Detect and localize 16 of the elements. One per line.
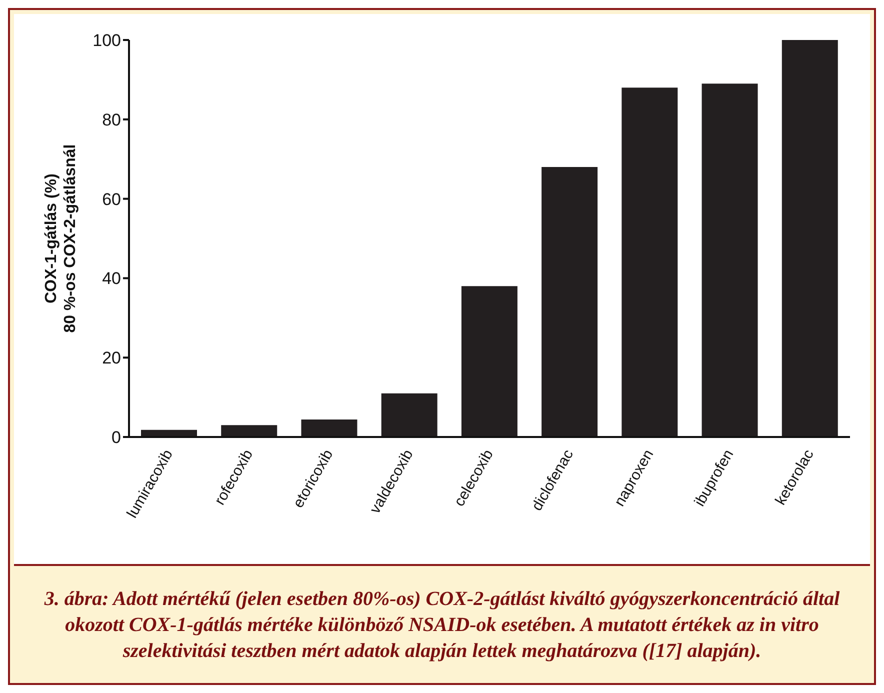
text: 3. ábra: Adott mértékű (jelen esetben 80%-os) COX-2-gátlást kiváltó gyógyszerkoncentráció által okozott COX-1-gátlás mértéke különböző NSAID-ok esetében. A mutatott értékek az in vitro szelektivitási tesztben mért adatok alapján lettek meghatározva ([17] alapján). <box>43 586 841 664</box>
y-tick-label: 80 <box>102 110 121 130</box>
y-tick-label: 20 <box>102 348 121 368</box>
y-tick-label: 40 <box>102 269 121 288</box>
y-tick-label: 100 <box>92 31 121 50</box>
bar <box>622 88 678 437</box>
bar <box>221 425 278 437</box>
bar <box>782 40 838 437</box>
y-tick-label: 60 <box>102 190 121 209</box>
bar <box>542 167 598 437</box>
bar <box>381 393 438 437</box>
bar <box>461 286 518 437</box>
y-tick-label: 0 <box>112 428 121 448</box>
bar <box>702 84 758 437</box>
bar <box>301 420 358 437</box>
y-axis-title: COX-1-gátlás (%) 80 %-os COX-2-gátlásnál <box>43 144 79 333</box>
